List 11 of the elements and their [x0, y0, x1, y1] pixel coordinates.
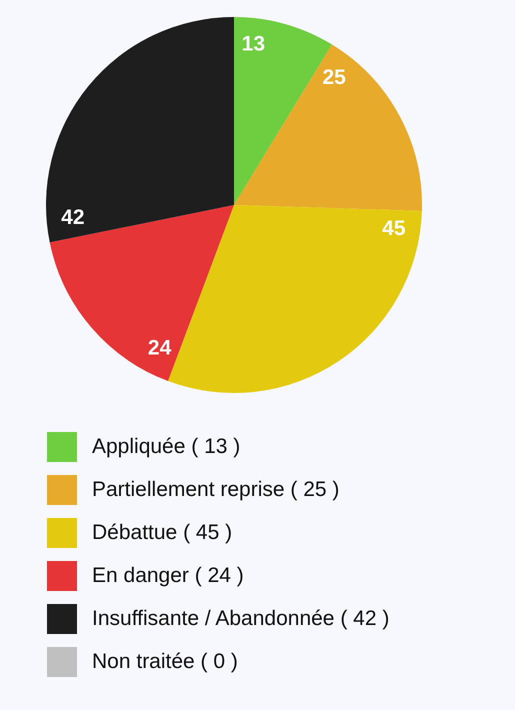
legend-label: Débattue ( 45 ): [92, 520, 232, 544]
data-label: 42: [61, 206, 85, 229]
legend-label: Non traitée ( 0 ): [92, 650, 238, 674]
data-label: 13: [242, 32, 266, 56]
data-label: 25: [322, 66, 346, 89]
legend-label: Appliquée ( 13 ): [92, 434, 240, 458]
data-label: 24: [148, 336, 172, 360]
legend-label: Insuffisante / Abandonnée ( 42 ): [92, 606, 390, 630]
legend-label: En danger ( 24 ): [92, 564, 244, 588]
data-label: 45: [382, 217, 406, 240]
legend-label: Partiellement reprise ( 25 ): [92, 478, 340, 502]
